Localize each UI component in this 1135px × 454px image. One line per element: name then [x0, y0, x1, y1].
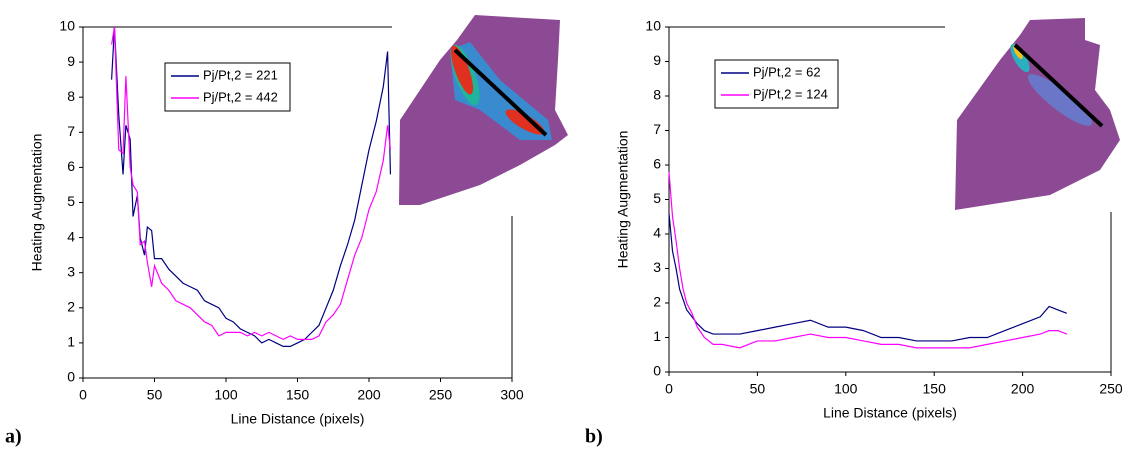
y-tick-label: 9 [653, 52, 661, 68]
y-axis-label: Heating Augmentation [29, 134, 45, 272]
data-line [111, 26, 392, 341]
data-line [668, 213, 1068, 342]
x-tick-label: 250 [1099, 381, 1123, 397]
panel-label: b) [585, 426, 603, 448]
y-axis-label: Heating Augmentation [615, 131, 631, 269]
x-axis-label: Line Distance (pixels) [231, 411, 365, 427]
legend-box [714, 59, 839, 109]
x-tick-label: 0 [665, 381, 673, 397]
inset-image-a [393, 8, 573, 216]
x-tick-label: 200 [1011, 381, 1035, 397]
y-tick-label: 10 [59, 18, 75, 34]
y-tick-label: 2 [653, 294, 661, 310]
y-tick-label: 6 [653, 156, 661, 172]
data-line [668, 171, 1068, 349]
x-tick-label: 200 [357, 387, 381, 403]
legend-box [164, 62, 291, 112]
legend-label: Pj/Pt,2 = 124 [753, 86, 828, 101]
y-tick-label: 8 [67, 88, 75, 104]
x-tick-label: 100 [834, 381, 858, 397]
panel-label: a) [5, 426, 22, 448]
y-tick-label: 0 [67, 369, 75, 385]
y-tick-label: 5 [67, 193, 75, 209]
y-tick-label: 0 [653, 363, 661, 379]
legend-label: Pj/Pt,2 = 442 [203, 89, 278, 104]
y-tick-label: 1 [653, 328, 661, 344]
x-tick-label: 150 [923, 381, 947, 397]
y-tick-label: 9 [67, 53, 75, 69]
y-tick-label: 8 [653, 87, 661, 103]
x-tick-label: 250 [429, 387, 453, 403]
y-tick-label: 6 [67, 158, 75, 174]
y-tick-label: 2 [67, 299, 75, 315]
x-axis-label: Line Distance (pixels) [823, 405, 957, 421]
inset-image-b [945, 4, 1125, 212]
y-tick-label: 7 [653, 121, 661, 137]
y-tick-label: 10 [645, 18, 661, 34]
x-tick-label: 50 [147, 387, 163, 403]
y-tick-label: 7 [67, 123, 75, 139]
y-tick-label: 1 [67, 334, 75, 350]
y-tick-label: 4 [653, 225, 661, 241]
legend-label: Pj/Pt,2 = 62 [753, 64, 821, 79]
x-tick-label: 50 [750, 381, 766, 397]
x-tick-label: 100 [214, 387, 238, 403]
x-tick-label: 300 [500, 387, 524, 403]
y-tick-label: 3 [67, 263, 75, 279]
legend-label: Pj/Pt,2 = 221 [203, 67, 278, 82]
x-tick-label: 0 [79, 387, 87, 403]
y-tick-label: 4 [67, 228, 75, 244]
y-tick-label: 5 [653, 190, 661, 206]
y-tick-label: 3 [653, 259, 661, 275]
x-tick-label: 150 [286, 387, 310, 403]
